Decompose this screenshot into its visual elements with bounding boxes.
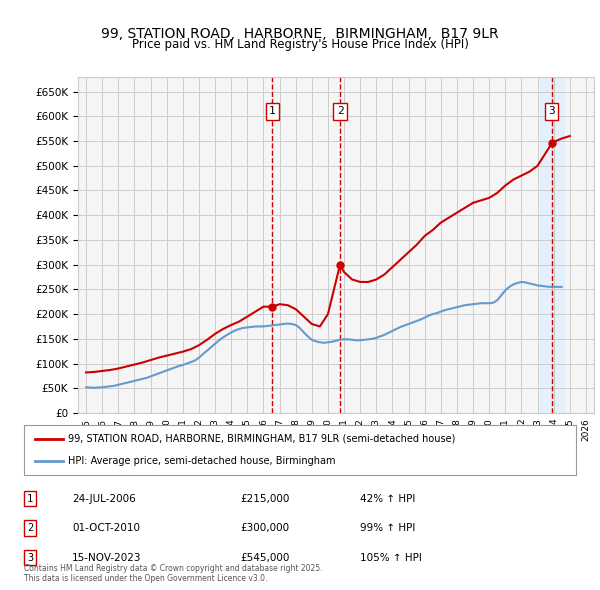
Text: Contains HM Land Registry data © Crown copyright and database right 2025.
This d: Contains HM Land Registry data © Crown c… — [24, 563, 323, 583]
Text: 99, STATION ROAD, HARBORNE, BIRMINGHAM, B17 9LR (semi-detached house): 99, STATION ROAD, HARBORNE, BIRMINGHAM, … — [68, 434, 455, 444]
Text: 01-OCT-2010: 01-OCT-2010 — [72, 523, 140, 533]
FancyBboxPatch shape — [24, 425, 576, 475]
Text: 99, STATION ROAD,  HARBORNE,  BIRMINGHAM,  B17 9LR: 99, STATION ROAD, HARBORNE, BIRMINGHAM, … — [101, 27, 499, 41]
Text: 105% ↑ HPI: 105% ↑ HPI — [360, 553, 422, 562]
Text: 3: 3 — [27, 553, 33, 562]
Text: £215,000: £215,000 — [240, 494, 289, 503]
Text: Price paid vs. HM Land Registry's House Price Index (HPI): Price paid vs. HM Land Registry's House … — [131, 38, 469, 51]
Text: 24-JUL-2006: 24-JUL-2006 — [72, 494, 136, 503]
Text: 3: 3 — [548, 106, 555, 116]
Text: £545,000: £545,000 — [240, 553, 289, 562]
Text: HPI: Average price, semi-detached house, Birmingham: HPI: Average price, semi-detached house,… — [68, 456, 335, 466]
Text: 1: 1 — [269, 106, 276, 116]
Text: 15-NOV-2023: 15-NOV-2023 — [72, 553, 142, 562]
Text: 1: 1 — [27, 494, 33, 503]
Text: 2: 2 — [337, 106, 343, 116]
Bar — [539, 77, 564, 413]
Text: 42% ↑ HPI: 42% ↑ HPI — [360, 494, 415, 503]
Text: £300,000: £300,000 — [240, 523, 289, 533]
Text: 99% ↑ HPI: 99% ↑ HPI — [360, 523, 415, 533]
Text: 2: 2 — [27, 523, 33, 533]
